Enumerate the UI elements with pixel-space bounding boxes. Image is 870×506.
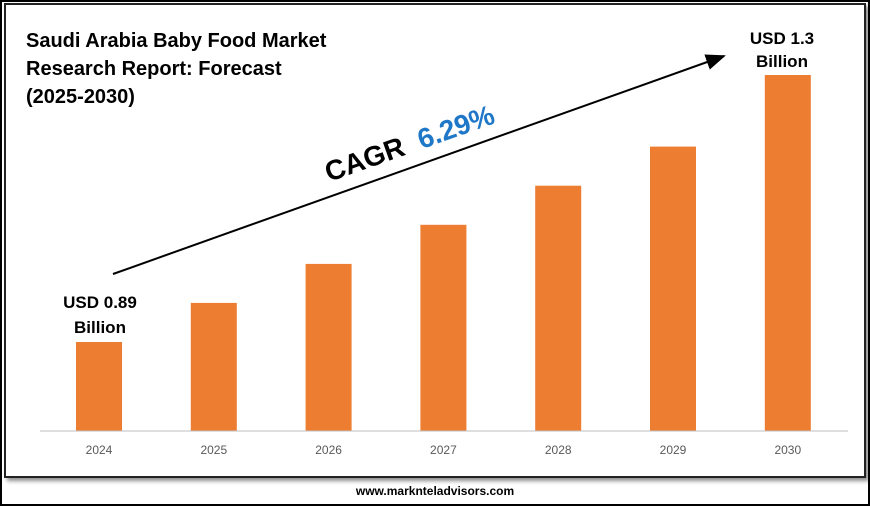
cagr-value: 6.29% [413, 99, 498, 155]
growth-arrow [112, 54, 726, 275]
bar-2025 [190, 302, 237, 431]
bar-2029 [650, 146, 696, 431]
cagr-annotation: CAGR 6.29% [321, 99, 499, 188]
x-tick-label-2030: 2030 [774, 443, 801, 457]
bar-2030 [764, 75, 811, 431]
x-tick-label-2026: 2026 [315, 443, 342, 457]
chart-title: Saudi Arabia Baby Food Market Research R… [26, 30, 327, 108]
bar-2027 [420, 224, 467, 431]
footer-url[interactable]: www.marknteladvisors.com [355, 484, 515, 498]
cagr-label: CAGR [321, 131, 409, 188]
x-tick-labels: 2024 2025 2026 2027 2028 2029 2030 [86, 443, 802, 457]
x-tick-label-2029: 2029 [660, 443, 687, 457]
bar-2024 [76, 342, 122, 431]
end-value-annotation-line1: USD 1.3 [750, 29, 814, 48]
x-tick-label-2025: 2025 [200, 443, 227, 457]
end-value-annotation-line2: Billion [756, 52, 808, 71]
x-tick-label-2027: 2027 [430, 443, 457, 457]
bars-group [76, 75, 811, 431]
bar-2028 [535, 185, 582, 431]
start-value-annotation-line1: USD 0.89 [63, 293, 137, 312]
x-tick-label-2028: 2028 [545, 443, 572, 457]
x-tick-label-2024: 2024 [86, 443, 113, 457]
bar-2026 [305, 263, 352, 431]
start-value-annotation-line2: Billion [74, 318, 126, 337]
